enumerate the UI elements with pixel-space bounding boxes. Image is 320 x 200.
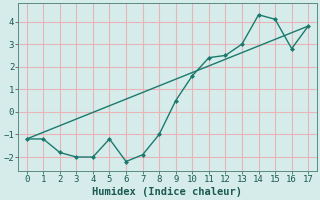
X-axis label: Humidex (Indice chaleur): Humidex (Indice chaleur) (92, 186, 243, 197)
